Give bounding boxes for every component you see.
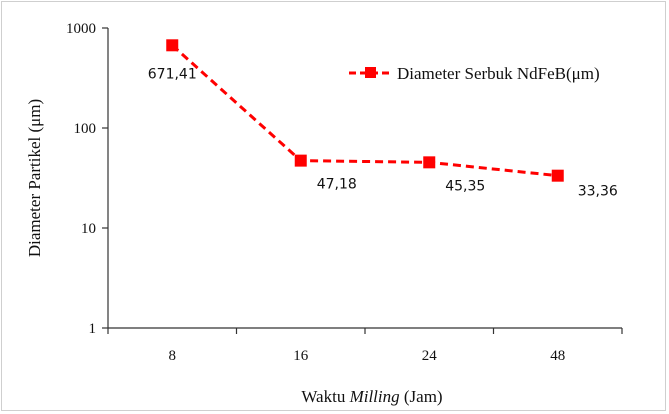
x-tick-labels: 8 16 24 48 [169,348,566,364]
x-tick-label: 48 [550,348,565,364]
x-tick-label: 24 [422,348,438,364]
data-label: 45,35 [445,178,485,194]
data-point-marker [294,154,307,167]
data-labels: 671,41 47,18 45,35 33,36 [148,66,618,199]
series-group [166,39,564,182]
series-line [171,44,558,178]
x-axis-title: Waktu Milling (Jam) [301,387,442,406]
y-tick-label: 100 [74,121,97,137]
legend-label: Diameter Serbuk NdFeB(μm) [397,64,600,83]
data-point-marker [166,39,179,52]
x-tick-label: 8 [169,348,177,364]
y-tick-label: 1000 [66,21,96,37]
y-tick-labels: 1 10 100 1000 [66,21,96,337]
data-point-marker [423,156,436,169]
axes [102,27,623,334]
legend: Diameter Serbuk NdFeB(μm) [349,64,600,83]
data-point-marker [551,169,564,182]
x-tick-label: 16 [293,348,309,364]
y-axis-title: Diameter Partikel (μm) [25,99,44,257]
data-label: 671,41 [148,66,197,82]
data-label: 47,18 [317,177,357,193]
data-label: 33,36 [578,184,618,200]
legend-marker-swatch [365,67,376,78]
y-tick-label: 10 [81,221,96,237]
y-tick-label: 1 [89,321,97,337]
